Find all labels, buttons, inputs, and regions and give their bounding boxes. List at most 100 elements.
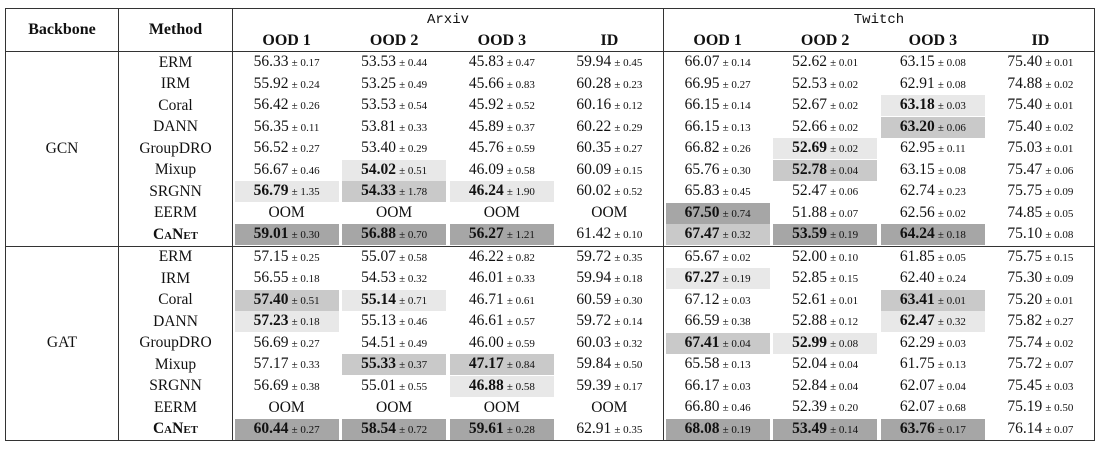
method-cell: IRM — [118, 268, 233, 290]
mean: 46.00 — [468, 333, 504, 351]
std: ± 0.74 — [722, 207, 751, 220]
method-cell: EERM — [118, 397, 233, 419]
value-cell: 46.88 ± 0.58 — [448, 375, 556, 398]
mean: 54.51 — [361, 333, 396, 351]
value-cell: 63.41 ± 0.01 — [879, 289, 987, 312]
std: ± 0.38 — [722, 316, 751, 329]
value-cell: 55.13 ± 0.46 — [340, 311, 448, 333]
table-row: CaNet 60.44 ± 0.27 58.54 ± 0.72 59.61 ± 0.2… — [5, 418, 1095, 441]
cell-content: 52.99 ± 0.08 — [773, 332, 878, 354]
mean: 58.54 — [361, 419, 396, 437]
cell-content: 54.33 ± 1.78 — [342, 181, 447, 203]
value-cell: 56.69 ± 0.38 — [232, 375, 341, 397]
mean: 59.94 — [576, 53, 612, 71]
value-cell: 75.40 ± 0.01 — [987, 52, 1095, 74]
mean: 52.04 — [792, 355, 827, 373]
value-cell: 76.14 ± 0.07 — [987, 419, 1095, 441]
std: ± 0.08 — [830, 337, 859, 350]
mean: 53.81 — [361, 117, 396, 135]
mean: 46.71 — [468, 290, 504, 308]
table-row: SRGNN 56.69 ± 0.38 55.01 ± 0.55 46.88 ± 0.5… — [6, 375, 1095, 398]
std: ± 0.09 — [1045, 186, 1074, 199]
std: ± 0.46 — [399, 316, 428, 329]
cell-content: 56.79 ± 1.35 — [234, 181, 339, 203]
value-cell: 59.94 ± 0.45 — [556, 52, 664, 74]
std: ± 0.18 — [937, 229, 966, 242]
mean: 52.84 — [792, 376, 827, 394]
std: ± 0.59 — [506, 143, 535, 156]
value-cell: 66.07 ± 0.14 — [663, 51, 772, 74]
cell-content: OOM — [342, 398, 446, 418]
mean: 52.53 — [792, 74, 827, 92]
std: ± 0.32 — [937, 316, 966, 329]
cell-content: 66.07 ± 0.14 — [666, 52, 770, 73]
cell-content: 46.22 ± 0.82 — [450, 247, 554, 268]
value-cell: 53.49 ± 0.14 — [771, 418, 879, 441]
std: ± 0.05 — [937, 251, 966, 264]
value-cell: 67.12 ± 0.03 — [663, 289, 772, 311]
cell-content: 66.15 ± 0.14 — [666, 95, 770, 116]
std: ± 0.02 — [830, 121, 859, 134]
cell-content: 62.07 ± 0.04 — [881, 376, 985, 397]
cell-content: 55.14 ± 0.71 — [342, 289, 447, 311]
mean: 61.85 — [899, 247, 935, 265]
cell-content: 53.49 ± 0.14 — [773, 418, 878, 440]
std: ± 1.78 — [399, 186, 428, 199]
value-cell: 60.03 ± 0.32 — [556, 333, 664, 355]
mean: 75.75 — [1007, 182, 1043, 200]
value-cell: 53.53 ± 0.54 — [340, 95, 448, 117]
std: ± 0.02 — [830, 78, 859, 91]
value-cell: 62.07 ± 0.04 — [879, 376, 987, 398]
table-row: IRM 55.92 ± 0.24 53.25 ± 0.49 45.66 ± 0.83 6… — [6, 73, 1095, 95]
mean: 45.92 — [468, 96, 504, 114]
backbone-cell: GCN — [5, 51, 119, 247]
mean: 63.41 — [899, 290, 935, 308]
cell-content: 59.39 ± 0.17 — [557, 376, 661, 397]
cell-content: 56.88 ± 0.70 — [342, 224, 447, 246]
cell-content: 62.29 ± 0.03 — [881, 333, 985, 354]
std: ± 0.01 — [1045, 57, 1074, 70]
value-cell: 75.20 ± 0.01 — [987, 290, 1095, 312]
cell-content: OOM — [235, 203, 339, 223]
value-cell: 59.39 ± 0.17 — [556, 376, 664, 398]
mean: 46.61 — [468, 312, 504, 330]
value-cell: 75.82 ± 0.27 — [987, 311, 1095, 333]
backbone-header: Backbone — [5, 8, 119, 52]
value-cell: 47.17 ± 0.84 — [448, 354, 556, 376]
mean: OOM — [591, 398, 628, 416]
method-cell: EERM — [118, 202, 233, 224]
std: ± 0.02 — [830, 100, 859, 113]
mean: 55.92 — [253, 74, 289, 92]
std: ± 0.23 — [937, 186, 966, 199]
mean: 67.27 — [684, 269, 720, 287]
value-cell: 57.40 ± 0.51 — [232, 289, 341, 311]
mean: 57.23 — [253, 312, 289, 330]
cell-content: 56.35 ± 0.11 — [235, 117, 339, 138]
value-cell: 59.01 ± 0.30 — [232, 224, 341, 246]
value-cell: 52.88 ± 0.12 — [771, 311, 879, 333]
cell-content: 61.85 ± 0.05 — [881, 247, 985, 268]
cell-content: 75.75 ± 0.15 — [988, 247, 1092, 268]
std: ± 1.90 — [506, 186, 535, 199]
cell-content: 54.51 ± 0.49 — [342, 333, 446, 354]
value-cell: 56.55 ± 0.18 — [232, 268, 341, 290]
cell-content: 55.13 ± 0.46 — [342, 311, 446, 332]
cell-content: 67.47 ± 0.32 — [665, 224, 770, 246]
table-row: GCN ERM 56.33 ± 0.17 53.53 ± 0.44 45.83 ± 0.… — [5, 51, 1095, 247]
cell-content: 67.50 ± 0.74 — [665, 202, 770, 224]
std: ± 0.82 — [506, 251, 535, 264]
std: ± 0.02 — [722, 251, 751, 264]
value-cell: OOM — [556, 203, 664, 225]
value-cell: 46.09 ± 0.58 — [448, 160, 556, 182]
std: ± 0.15 — [614, 164, 643, 177]
cell-content: 53.59 ± 0.19 — [773, 224, 878, 246]
cell-content: 46.09 ± 0.58 — [450, 160, 554, 181]
std: ± 0.50 — [1045, 402, 1074, 415]
mean: 60.35 — [576, 139, 612, 157]
cell-content: 57.15 ± 0.25 — [235, 247, 339, 268]
std: ± 0.83 — [506, 78, 535, 91]
value-cell: 45.89 ± 0.37 — [448, 117, 556, 139]
value-cell: 52.99 ± 0.08 — [771, 332, 879, 355]
value-cell: 66.95 ± 0.27 — [663, 73, 772, 95]
